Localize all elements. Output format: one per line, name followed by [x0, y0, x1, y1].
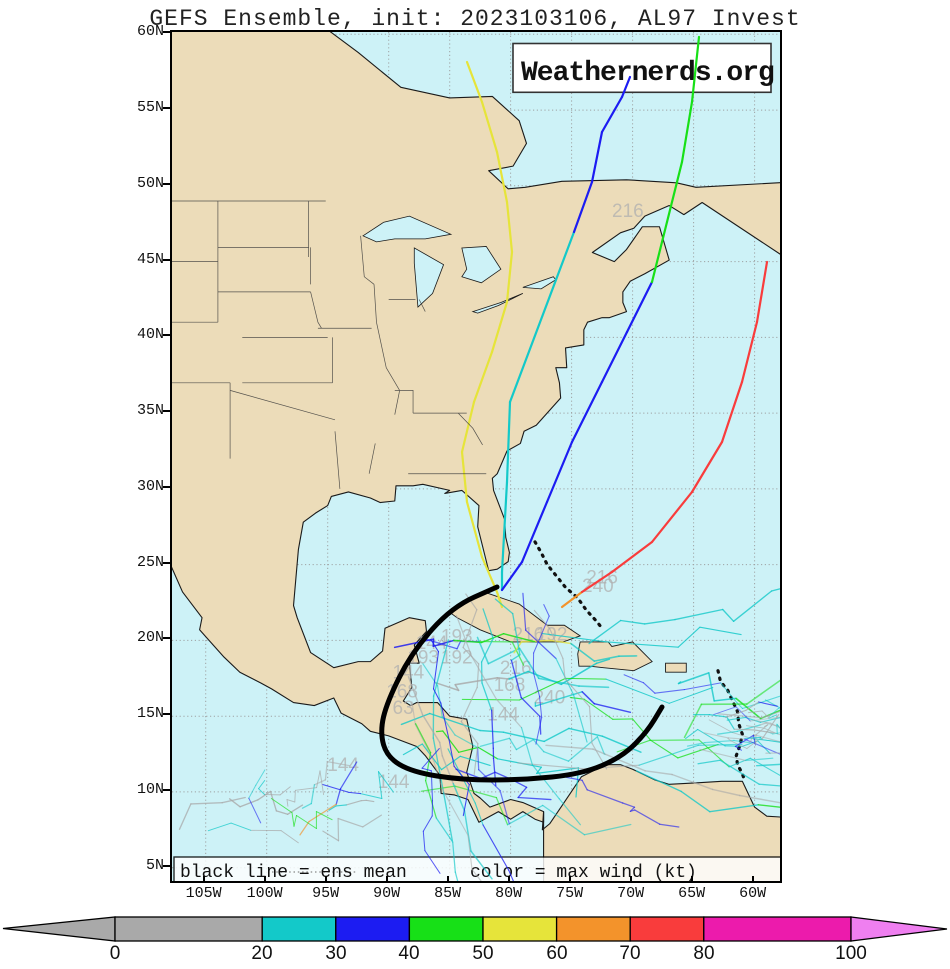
svg-text:color = max wind (kt): color = max wind (kt) [470, 863, 697, 883]
svg-text:63: 63 [393, 698, 414, 719]
svg-text:black line = ens mean: black line = ens mean [180, 863, 407, 883]
svg-text:144: 144 [378, 772, 410, 793]
svg-text:216: 216 [612, 201, 644, 222]
svg-text:240: 240 [582, 576, 614, 597]
svg-text:Weathernerds.org: Weathernerds.org [521, 58, 774, 89]
